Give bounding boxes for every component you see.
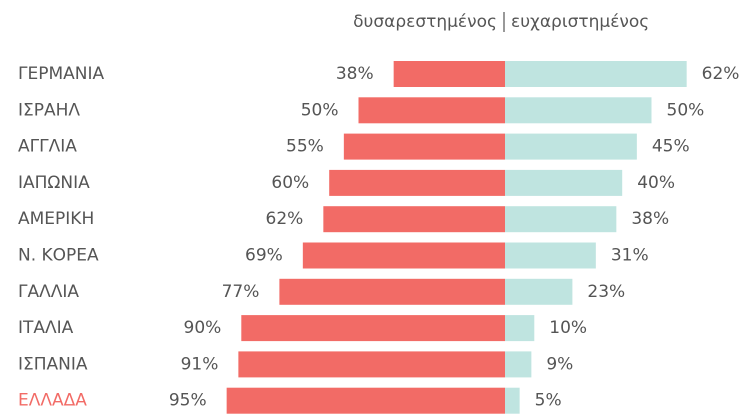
bar-left xyxy=(358,97,505,124)
category-label: ΑΜΕΡΙΚΗ xyxy=(18,209,94,229)
bar-left xyxy=(393,61,505,87)
bar-right xyxy=(505,351,532,378)
value-label: 23% xyxy=(587,282,625,302)
bar-left xyxy=(302,242,505,269)
bar-right xyxy=(505,61,687,87)
value-label: 5% xyxy=(535,391,562,411)
category-label: ΓΕΡΜΑΝΙΑ xyxy=(18,64,104,84)
bar-right xyxy=(505,97,652,124)
legend-right: ευχαριστημένος xyxy=(511,12,649,32)
bar-right xyxy=(505,169,623,196)
value-label: 10% xyxy=(549,318,587,338)
bar-left xyxy=(238,351,505,378)
value-label: 50% xyxy=(667,100,705,120)
bar-right xyxy=(505,242,596,269)
value-label: 9% xyxy=(546,354,573,374)
value-label: 90% xyxy=(184,318,222,338)
category-label: ΓΑΛΛΙΑ xyxy=(18,282,79,302)
value-label: 91% xyxy=(181,354,219,374)
bar-left xyxy=(279,278,505,305)
bar-right xyxy=(505,133,637,160)
bar-left xyxy=(323,206,505,233)
bar-left xyxy=(226,387,505,414)
bar-right xyxy=(505,387,520,414)
value-label: 38% xyxy=(336,64,374,84)
legend-left: δυσαρεστημένος xyxy=(353,12,497,32)
value-label: 62% xyxy=(702,64,740,84)
category-label: ΕΛΛΑΔΑ xyxy=(18,391,87,411)
bar-left xyxy=(343,133,505,160)
category-label: ΙΣΠΑΝΙΑ xyxy=(18,354,88,374)
bar-right xyxy=(505,206,617,233)
value-label: 45% xyxy=(652,137,690,157)
value-label: 38% xyxy=(631,209,669,229)
value-label: 77% xyxy=(222,282,260,302)
value-label: 55% xyxy=(286,137,324,157)
value-label: 69% xyxy=(245,246,283,266)
value-label: 60% xyxy=(271,173,309,193)
value-label: 40% xyxy=(637,173,675,193)
bar-right xyxy=(505,278,573,305)
category-label: Ν. ΚΟΡΕΑ xyxy=(18,246,99,266)
category-label: ΙΑΠΩΝΙΑ xyxy=(18,173,90,193)
bar-right xyxy=(505,315,535,342)
bar-left xyxy=(329,169,505,196)
value-label: 50% xyxy=(301,100,339,120)
value-label: 62% xyxy=(266,209,304,229)
value-label: 95% xyxy=(169,391,207,411)
value-label: 31% xyxy=(611,246,649,266)
category-label: ΙΤΑΛΙΑ xyxy=(18,318,74,338)
category-label: ΙΣΡΑΗΛ xyxy=(18,100,80,120)
category-label: ΑΓΓΛΙΑ xyxy=(18,137,77,157)
bar-left xyxy=(241,315,506,342)
